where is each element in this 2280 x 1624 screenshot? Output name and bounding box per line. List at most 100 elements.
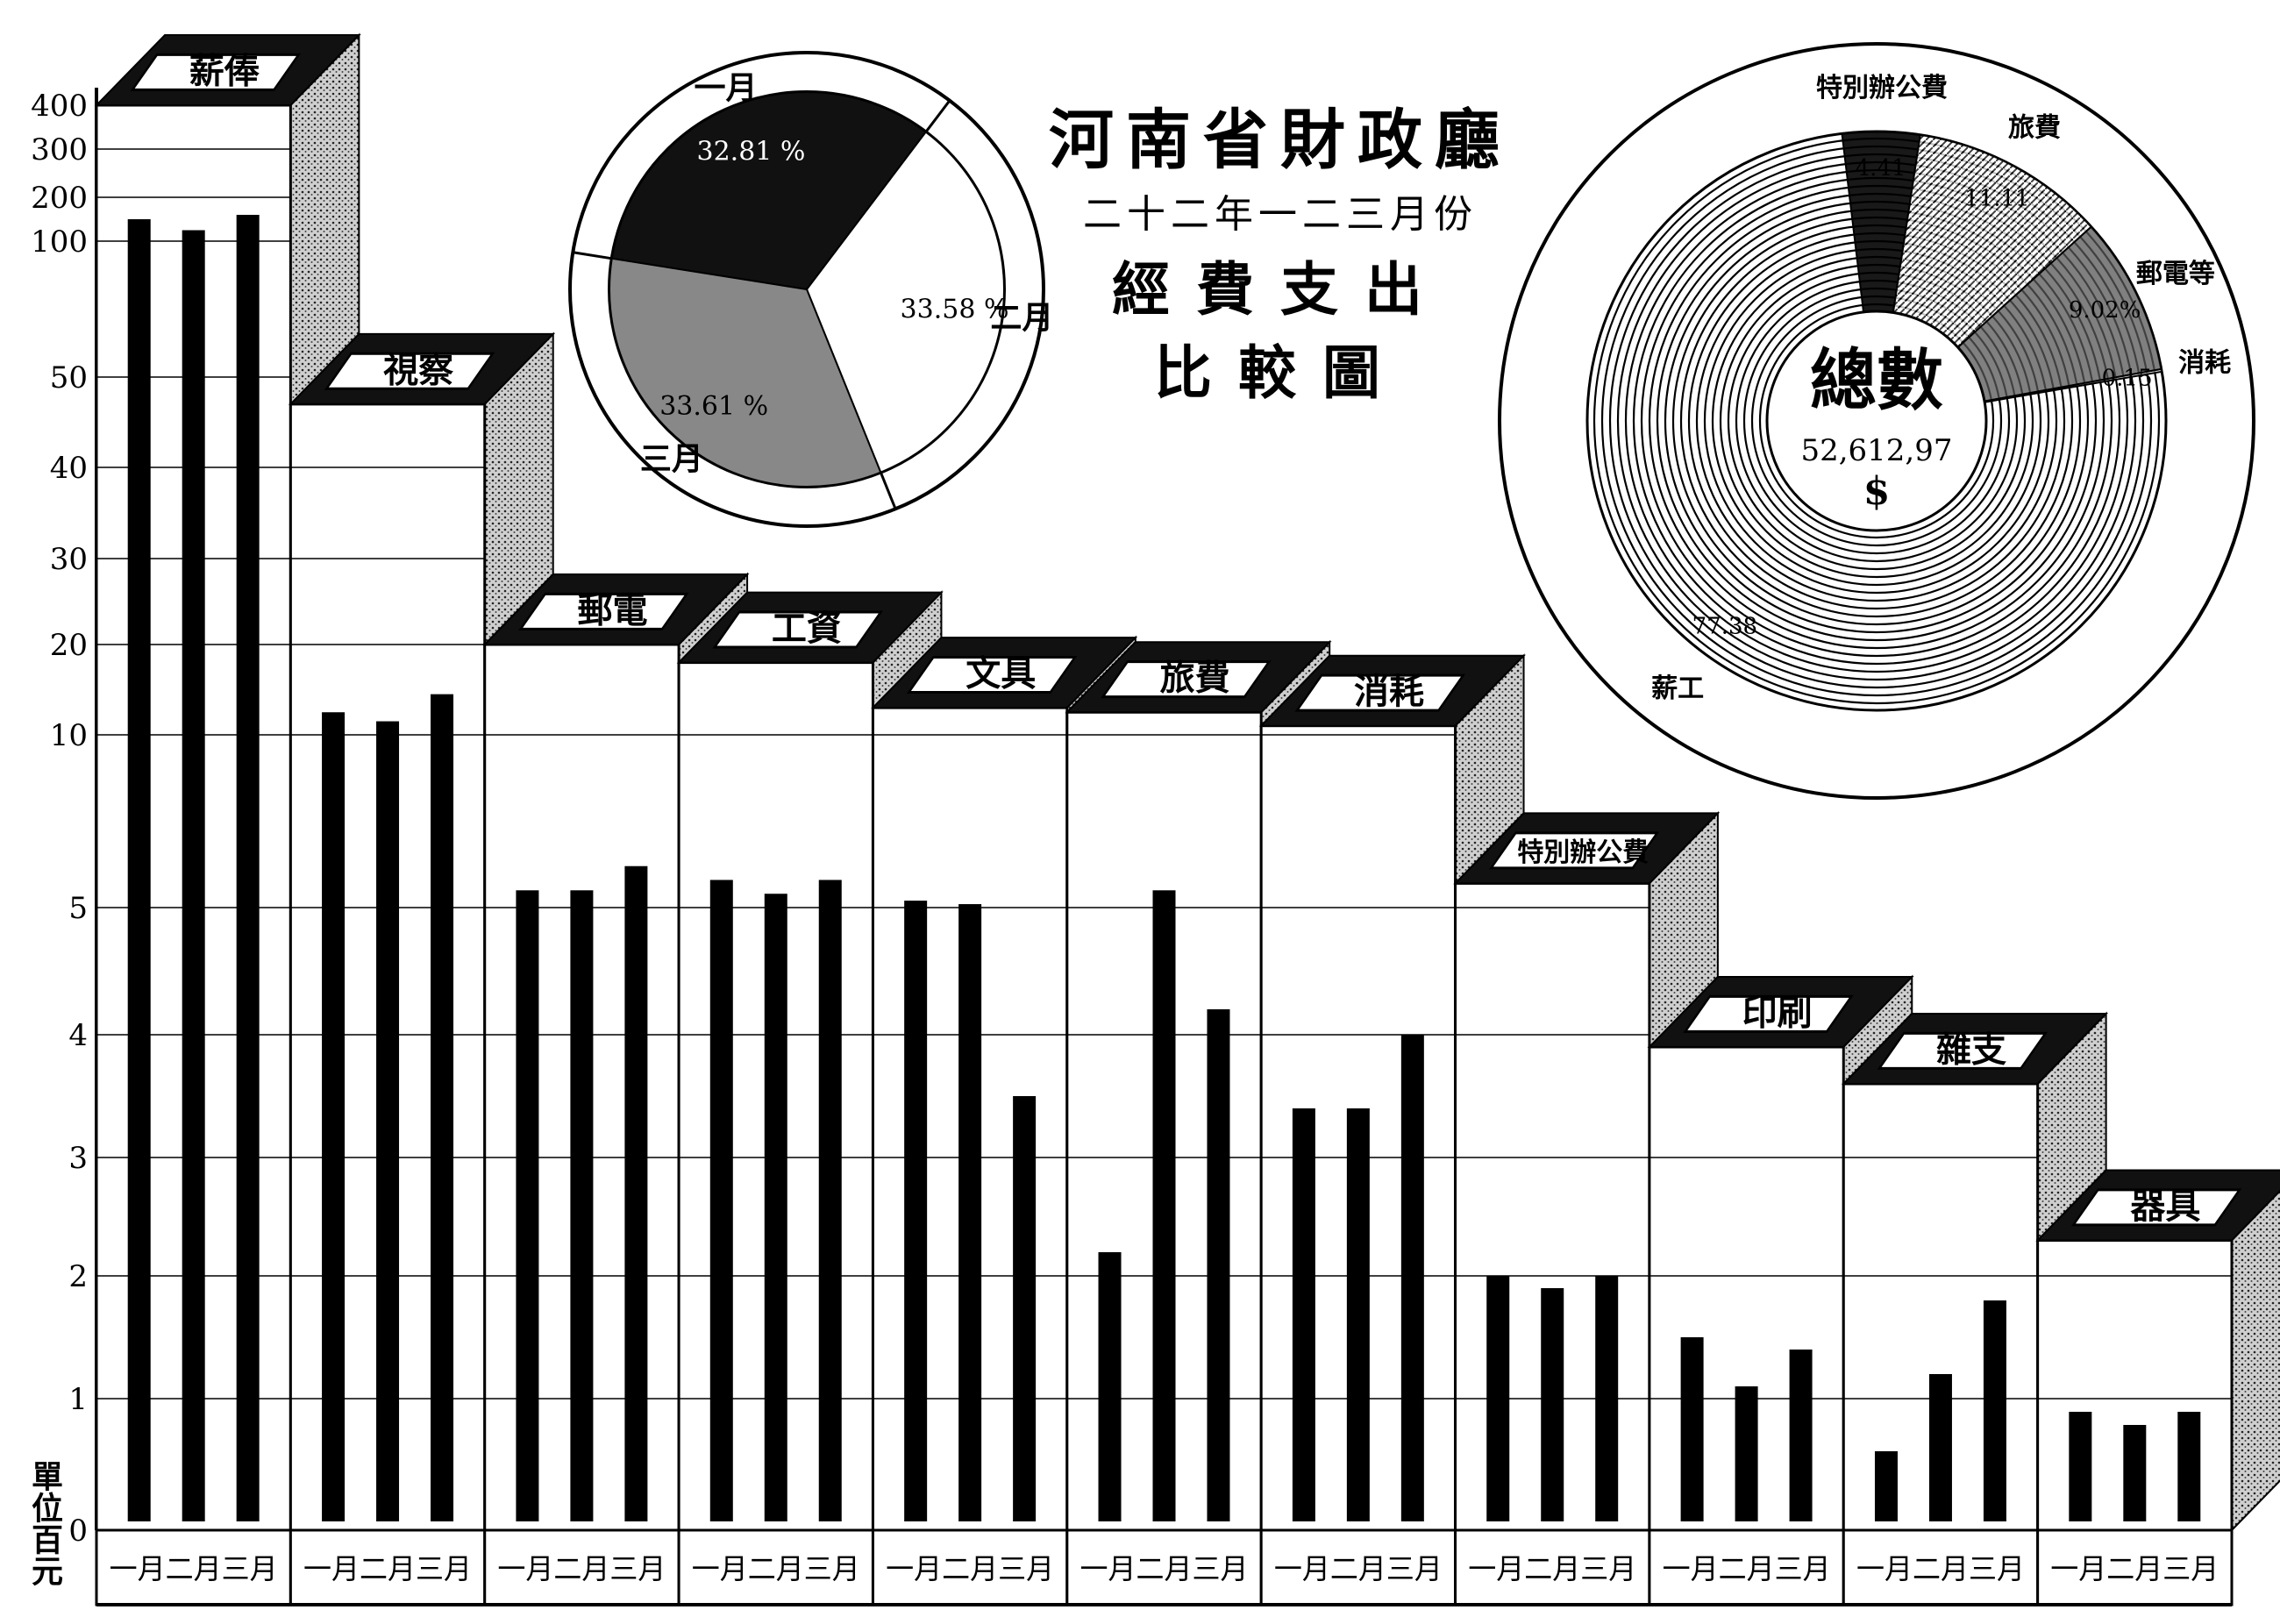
bar-二月 [2123, 1425, 2147, 1521]
category-label: 器具 [2130, 1186, 2200, 1227]
pie-value-label: 0.15 [2102, 365, 2153, 391]
bar-三月 [431, 694, 454, 1521]
pie-slice-三月 [609, 257, 882, 488]
pie-label: 旅費 [2008, 112, 2061, 143]
bar-二月 [958, 904, 982, 1521]
month-labels: 一月二月三月 [1856, 1552, 2025, 1585]
category-label-plate [712, 610, 883, 649]
bar-二月 [1346, 1108, 1370, 1521]
pie-label: 薪工 [1651, 673, 1704, 704]
bar-一月 [322, 712, 346, 1521]
category-label: 郵電 [578, 589, 648, 630]
pie-center [1765, 310, 1988, 532]
month-label-box [871, 1528, 1069, 1606]
bar-三月 [2177, 1412, 2201, 1521]
pie-label: 二月 [990, 300, 1052, 337]
month-label-box [1065, 1528, 1263, 1606]
y-axis-unit-label: 單位百元 [26, 1460, 63, 1586]
category-label: 特別辦公費 [1517, 837, 1649, 868]
category-label: 文具 [965, 653, 1036, 694]
month-label-box [1454, 1528, 1651, 1606]
category-label-plate [130, 53, 302, 91]
y-tick-label: 50 [50, 360, 88, 395]
y-tick-label: 30 [50, 542, 88, 577]
month-labels: 一月二月三月 [110, 1552, 278, 1585]
bar-二月 [1541, 1288, 1564, 1521]
pie-slice-一月 [610, 91, 928, 291]
bar-二月 [376, 721, 400, 1521]
bar-二月 [764, 894, 787, 1521]
pie-value-label: 33.58 % [901, 294, 1009, 324]
pie-label: 一月 [695, 69, 758, 106]
title-line-2: 二十二年一二三月份 [1083, 192, 1478, 237]
bar-三月 [236, 215, 260, 1521]
category-label-plate [324, 352, 495, 390]
y-tick-label: 200 [31, 181, 88, 216]
pie-value-label: 77.38 [1692, 614, 1757, 640]
category-label: 消耗 [1354, 671, 1424, 712]
bar-一月 [2069, 1412, 2092, 1521]
item-share-pie: 特別辦公費 4.41 旅費 11.11 郵電等 9.02% 消耗 0.15 薪工 77.38 總數 5… [1498, 42, 2255, 800]
category-label: 薪俸 [189, 50, 260, 91]
chart-title: 河南省財政廳 二十二年一二三月份 經費支出 比較圖 [1035, 96, 1526, 412]
pie-value-label: 33.61 % [659, 391, 768, 422]
ring-divider [879, 472, 897, 509]
month-labels: 一月二月三月 [1468, 1552, 1636, 1585]
bar-一月 [709, 880, 733, 1521]
bar-三月 [1400, 1035, 1424, 1521]
bar-三月 [1595, 1276, 1619, 1521]
month-labels: 一月二月三月 [303, 1552, 472, 1585]
pie-center-currency: $ [1863, 469, 1891, 514]
pie-value-label: 11.11 [1964, 186, 2029, 212]
bar-一月 [1098, 1252, 1122, 1521]
pie-center-title: 總數 [1810, 341, 1943, 419]
pie-value-label: 4.41 [1856, 155, 1906, 182]
bar-一月 [516, 890, 539, 1521]
month-labels: 一月二月三月 [2050, 1552, 2219, 1585]
category-label-plate [1101, 660, 1272, 699]
pie-label: 特別辦公費 [1816, 73, 1948, 103]
category-label-plate [906, 656, 1078, 694]
category-label-plate [1488, 831, 1660, 870]
category-label: 印刷 [1742, 992, 1813, 1033]
pie-center-value: 52,612,97 [1800, 433, 1952, 468]
bar-三月 [1013, 1096, 1037, 1521]
title-line-4: 比較圖 [1154, 338, 1407, 407]
bar-一月 [1486, 1276, 1510, 1521]
bar-三月 [1983, 1300, 2006, 1521]
y-tick-label: 2 [68, 1259, 88, 1294]
month-labels: 一月二月三月 [1663, 1552, 1831, 1585]
y-tick-label: 100 [31, 224, 88, 260]
pie-label: 三月 [640, 441, 703, 478]
bar-一月 [1874, 1451, 1898, 1521]
bar-三月 [624, 865, 648, 1521]
y-tick-label: 3 [68, 1141, 88, 1176]
y-tick-label: 10 [50, 718, 88, 753]
month-labels: 一月二月三月 [692, 1552, 860, 1585]
bar-二月 [1152, 890, 1176, 1521]
y-tick-label: 300 [31, 132, 88, 167]
bar-三月 [1207, 1009, 1230, 1521]
category-label: 視察 [383, 349, 453, 390]
month-labels: 一月二月三月 [497, 1552, 666, 1585]
y-tick-label: 4 [68, 1018, 88, 1053]
category-label-plate [1294, 673, 1466, 712]
bar-一月 [904, 901, 928, 1521]
ring-divider [573, 251, 613, 260]
title-line-1: 河南省財政廳 [1049, 103, 1512, 178]
bar-二月 [182, 230, 205, 1521]
pie-value-label: 32.81 % [697, 136, 806, 167]
y-tick-label: 20 [50, 628, 88, 663]
category-label-plate [1683, 994, 1854, 1033]
category-label: 工資 [772, 608, 842, 649]
month-labels: 一月二月三月 [886, 1552, 1054, 1585]
month-labels: 一月二月三月 [1274, 1552, 1443, 1585]
